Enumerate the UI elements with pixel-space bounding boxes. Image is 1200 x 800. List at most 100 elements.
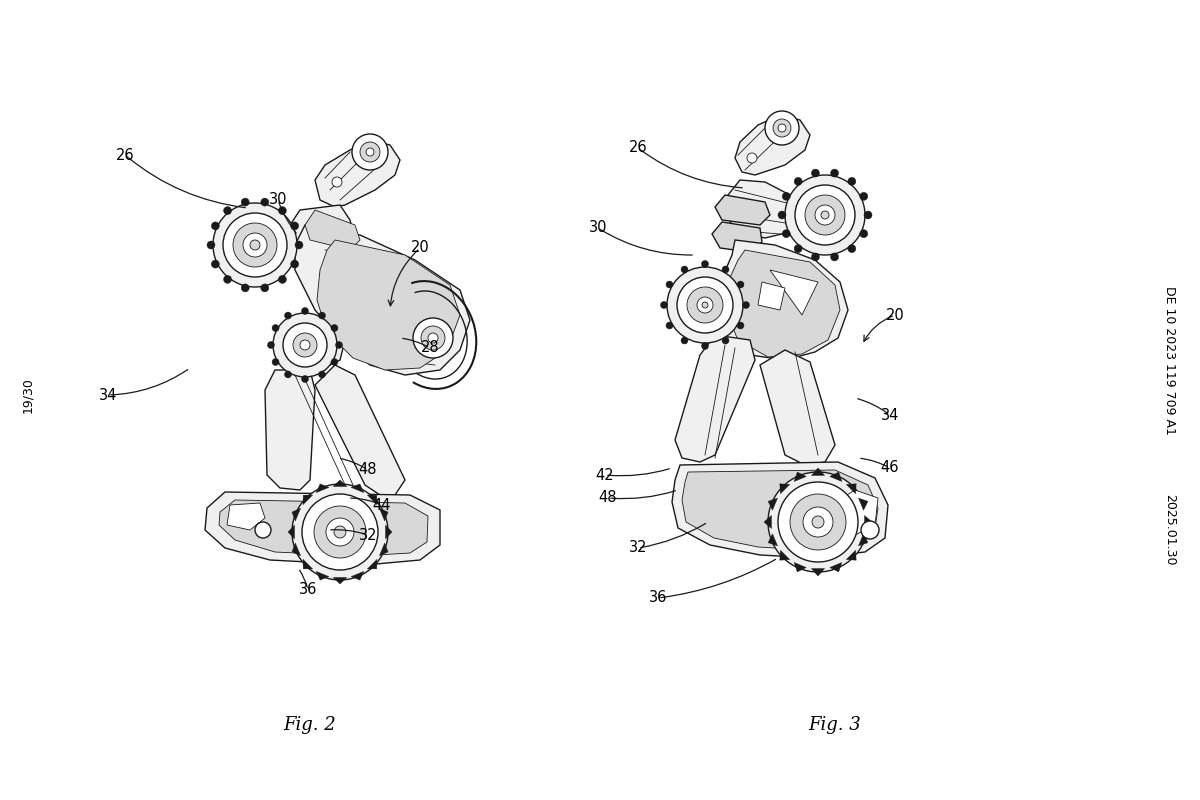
Circle shape [737,322,744,329]
Circle shape [722,337,730,344]
Circle shape [790,494,846,550]
Text: 32: 32 [359,527,377,542]
Polygon shape [829,562,842,572]
Polygon shape [302,495,313,505]
Circle shape [318,371,325,378]
Circle shape [413,318,454,358]
Circle shape [332,177,342,187]
Circle shape [274,313,337,377]
Circle shape [697,297,713,313]
Circle shape [223,275,232,283]
Polygon shape [760,350,835,465]
Circle shape [702,342,708,350]
Polygon shape [317,240,460,370]
Circle shape [260,198,269,206]
Polygon shape [295,225,470,375]
Circle shape [722,266,730,273]
Polygon shape [379,508,388,521]
Circle shape [743,302,750,309]
Circle shape [302,494,378,570]
Polygon shape [314,365,406,495]
Circle shape [778,482,858,562]
Circle shape [242,233,266,257]
Text: 46: 46 [881,461,899,475]
Circle shape [260,284,269,292]
Polygon shape [811,468,824,475]
Circle shape [667,267,743,343]
Text: 19/30: 19/30 [22,377,35,413]
Circle shape [301,307,308,314]
Polygon shape [718,240,848,360]
Circle shape [292,484,388,580]
Polygon shape [352,484,364,493]
Polygon shape [846,550,856,560]
Circle shape [660,302,667,309]
Text: 30: 30 [269,193,287,207]
Text: 32: 32 [629,541,647,555]
Circle shape [794,245,802,253]
Circle shape [682,337,688,344]
Circle shape [768,472,868,572]
Text: Fig. 2: Fig. 2 [283,716,336,734]
Circle shape [848,245,856,253]
Polygon shape [280,315,346,370]
Circle shape [211,222,220,230]
Circle shape [250,240,260,250]
Polygon shape [334,578,347,584]
Polygon shape [715,195,770,225]
Circle shape [214,203,298,287]
Polygon shape [725,180,800,238]
Polygon shape [672,462,888,558]
Polygon shape [302,559,313,569]
Circle shape [805,195,845,235]
Circle shape [830,169,839,177]
Text: 42: 42 [595,467,614,482]
Polygon shape [829,472,842,482]
Polygon shape [864,515,872,529]
Circle shape [290,260,299,268]
Polygon shape [317,571,329,580]
Circle shape [256,522,271,538]
Circle shape [766,111,799,145]
Polygon shape [317,484,329,493]
Polygon shape [334,480,347,486]
Circle shape [334,526,346,538]
Polygon shape [682,470,878,550]
Polygon shape [768,534,778,546]
Polygon shape [712,222,762,252]
Text: Fig. 3: Fig. 3 [809,716,862,734]
Circle shape [233,223,277,267]
Circle shape [803,507,833,537]
Text: 44: 44 [373,498,391,513]
Circle shape [268,342,275,349]
Polygon shape [367,559,377,569]
Polygon shape [305,210,360,250]
Circle shape [208,241,215,249]
Polygon shape [840,490,878,535]
Polygon shape [227,503,265,530]
Text: 30: 30 [589,221,607,235]
Circle shape [301,375,308,382]
Circle shape [272,325,280,331]
Circle shape [794,178,802,186]
Circle shape [278,206,287,214]
Polygon shape [734,115,810,175]
Circle shape [682,266,688,273]
Text: 36: 36 [649,590,667,606]
Polygon shape [674,335,755,462]
Circle shape [782,192,791,200]
Circle shape [746,153,757,163]
Text: 28: 28 [421,341,439,355]
Polygon shape [290,205,355,255]
Circle shape [778,211,786,219]
Circle shape [223,213,287,277]
Polygon shape [205,492,440,565]
Polygon shape [794,472,806,482]
Polygon shape [846,484,856,494]
Circle shape [331,358,338,366]
Circle shape [773,119,791,137]
Polygon shape [758,282,785,310]
Circle shape [859,192,868,200]
Circle shape [283,323,326,367]
Polygon shape [770,270,818,315]
